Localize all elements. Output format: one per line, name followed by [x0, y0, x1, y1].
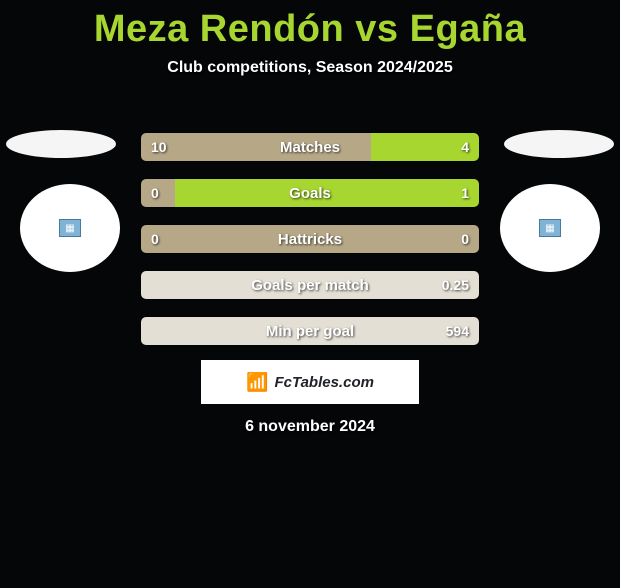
attribution-icon: 📶 — [246, 372, 268, 393]
subtitle: Club competitions, Season 2024/2025 — [0, 59, 620, 77]
right-team-badge-icon: ▦ — [539, 219, 561, 237]
stat-label: Goals per match — [141, 271, 479, 299]
stat-value-left: 10 — [151, 133, 167, 161]
stat-value-right: 1 — [461, 179, 469, 207]
stat-value-right: 4 — [461, 133, 469, 161]
stat-row-min-per-goal: Min per goal594 — [140, 316, 480, 346]
stat-row-matches: Matches10 4 — [140, 132, 480, 162]
stat-value-right: 0.25 — [442, 271, 469, 299]
stat-value-left: 0 — [151, 225, 159, 253]
stat-row-goals: Goals0 1 — [140, 178, 480, 208]
stat-row-hattricks: Hattricks0 0 — [140, 224, 480, 254]
date-label: 6 november 2024 — [0, 418, 620, 436]
attribution-text: FcTables.com — [274, 374, 373, 391]
page-title: Meza Rendón vs Egaña — [0, 8, 620, 51]
left-team-circle: ▦ — [20, 184, 120, 272]
stat-label: Matches — [141, 133, 479, 161]
stat-value-left: 0 — [151, 179, 159, 207]
stat-label: Min per goal — [141, 317, 479, 345]
stat-row-goals-per-match: Goals per match0.25 — [140, 270, 480, 300]
stats-container: Matches104Goals01Hattricks00Goals per ma… — [140, 132, 480, 362]
attribution-banner[interactable]: 📶 FcTables.com — [201, 360, 419, 404]
left-team-ellipse — [6, 130, 116, 158]
left-team-badge-icon: ▦ — [59, 219, 81, 237]
stat-value-right: 0 — [461, 225, 469, 253]
stat-label: Hattricks — [141, 225, 479, 253]
stat-value-right: 594 — [446, 317, 469, 345]
right-team-circle: ▦ — [500, 184, 600, 272]
stat-label: Goals — [141, 179, 479, 207]
right-team-ellipse — [504, 130, 614, 158]
